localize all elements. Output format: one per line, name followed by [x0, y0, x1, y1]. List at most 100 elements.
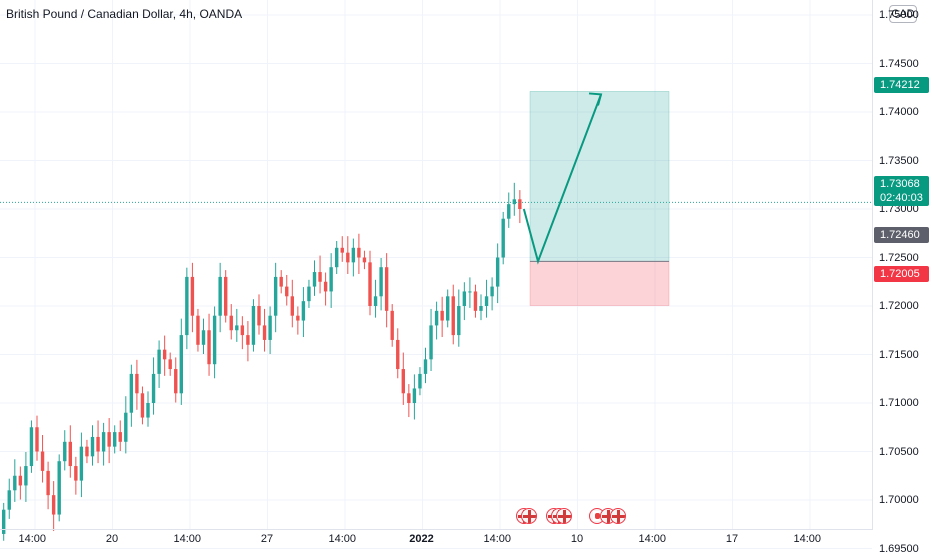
candle-body — [468, 291, 472, 293]
candle-body — [63, 441, 67, 462]
price-tick-label: 1.71500 — [879, 348, 919, 361]
price-tick-label: 1.74500 — [879, 57, 919, 70]
time-tick-label: 10 — [570, 533, 584, 545]
uk-flag-icon[interactable] — [521, 508, 537, 524]
candle-body — [246, 335, 250, 345]
candle-body — [124, 412, 128, 442]
candle-body — [74, 466, 78, 481]
candle-body — [473, 291, 478, 311]
candle-body — [46, 470, 50, 496]
candle-body — [501, 218, 505, 258]
candle-body — [85, 446, 89, 457]
price-tick-label: 1.72500 — [879, 251, 919, 264]
arrow-head — [588, 92, 603, 106]
candle-body — [146, 403, 150, 418]
candle-body — [518, 199, 522, 209]
time-tick-label: 27 — [260, 533, 274, 545]
candle-body — [390, 310, 394, 340]
price-axis-separator — [872, 0, 873, 530]
candle-body — [207, 330, 211, 365]
chart-title: British Pound / Canadian Dollar, 4h, OAN… — [6, 7, 243, 21]
candle-body — [312, 272, 317, 287]
projection-arrow — [522, 94, 602, 265]
candle-body — [301, 301, 306, 321]
candle-body — [13, 475, 17, 491]
currency-badge[interactable]: CAD — [889, 5, 917, 23]
candle-body — [479, 306, 483, 311]
candle-body — [151, 373, 156, 403]
candle-body — [18, 475, 23, 486]
candle-body — [384, 267, 389, 311]
current-price-label: 1.73068 — [880, 178, 920, 190]
candle-body — [51, 495, 56, 515]
uk-flag-icon[interactable] — [556, 508, 572, 524]
candle-body — [346, 252, 350, 263]
candle-body — [507, 204, 511, 219]
candle-body — [490, 286, 494, 297]
candle-body — [96, 436, 100, 452]
candle-body — [224, 276, 228, 316]
time-tick-label: 2022 — [409, 533, 434, 545]
candle-body — [113, 432, 117, 447]
candle-body — [57, 461, 61, 515]
candle-body — [129, 373, 134, 413]
candle-body — [7, 490, 11, 510]
candle-body — [229, 315, 233, 331]
candle-body — [285, 286, 289, 297]
time-tick-label: 14:00 — [328, 533, 357, 545]
candle-body — [484, 296, 489, 306]
candle-body — [185, 276, 189, 336]
candle-body — [457, 306, 461, 336]
candle-body — [273, 276, 278, 316]
candle-body — [251, 306, 256, 345]
candle-body — [162, 349, 167, 360]
candle-body — [262, 325, 267, 340]
entry-price-label: 1.72460 — [880, 229, 920, 241]
entry-price-tag: 1.72460 — [874, 227, 929, 243]
profit-zone — [529, 91, 670, 262]
candle-body — [379, 267, 383, 297]
candle-body — [101, 432, 106, 452]
candle-body — [407, 393, 411, 403]
time-tick-label: 20 — [105, 533, 119, 545]
candle-body — [495, 257, 500, 287]
time-tick-label: 17 — [725, 533, 739, 545]
time-tick-label: 14:00 — [638, 533, 667, 545]
candle-body — [323, 281, 328, 292]
uk-flag-icon[interactable] — [610, 508, 626, 524]
price-tick-label: 1.73000 — [879, 203, 919, 215]
price-tick-label: 1.71000 — [879, 397, 919, 409]
current-price-tag: 1.73068 02:40:03 — [874, 176, 929, 206]
candle-body — [235, 325, 239, 331]
candle-body — [279, 276, 283, 287]
price-tick-label: 1.69500 — [879, 542, 919, 555]
candle-body — [335, 247, 339, 268]
candle-body — [290, 296, 294, 316]
candle-body — [79, 446, 84, 481]
candle-body — [329, 267, 333, 292]
stop-loss-zone — [529, 261, 670, 306]
time-tick-label: 14:00 — [173, 533, 202, 545]
candle-body — [24, 466, 28, 486]
bar-countdown: 02:40:03 — [880, 192, 923, 204]
time-tick-label: 14:00 — [483, 533, 512, 545]
candle-body — [307, 286, 311, 302]
target-price-tag: 1.74212 — [874, 77, 929, 93]
candle-body — [357, 247, 361, 258]
candle-body — [196, 315, 200, 345]
candle-body — [157, 349, 161, 374]
price-tick-label: 1.70500 — [879, 445, 919, 458]
target-price-label: 1.74212 — [880, 79, 920, 91]
candle-body — [212, 315, 217, 365]
candle-body — [29, 427, 34, 467]
candle-body — [451, 296, 455, 336]
candle-body — [462, 291, 467, 306]
time-tick-label: 14:00 — [793, 533, 822, 545]
price-tick-label: 1.72000 — [879, 300, 919, 312]
candle-body — [429, 325, 433, 360]
candle-body — [351, 247, 356, 263]
candle-body — [218, 276, 222, 316]
candle-body — [40, 451, 45, 471]
